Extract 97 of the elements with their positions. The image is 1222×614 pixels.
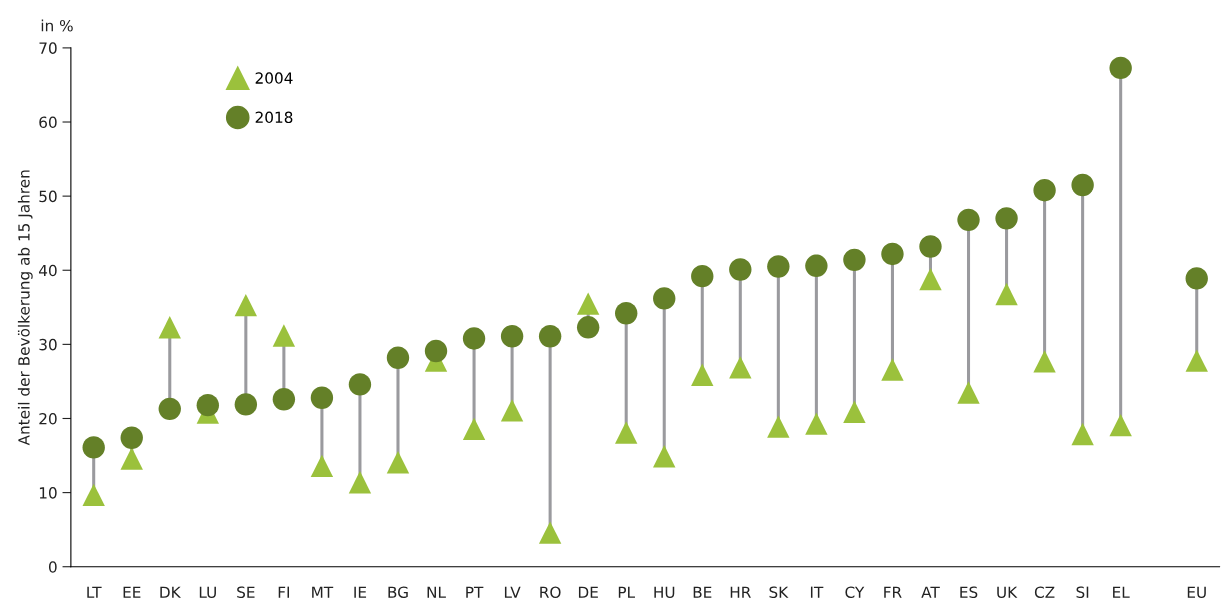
x-tick-label: SE: [237, 586, 255, 598]
x-tick-label: RO: [540, 586, 561, 598]
point: [538, 325, 562, 348]
point: [1071, 422, 1094, 446]
x-tick-label: BG: [388, 586, 408, 598]
point: [767, 415, 790, 438]
point: [82, 436, 105, 459]
point: [805, 412, 828, 435]
point: [386, 346, 410, 369]
point: [272, 388, 296, 411]
x-tick-label: IE: [354, 586, 367, 598]
y-tick-label: 60: [39, 116, 57, 129]
y-tick-label: 0: [48, 561, 57, 573]
point: [881, 358, 904, 381]
y-tick-label: 70: [39, 42, 57, 54]
x-tick-label: NL: [427, 586, 446, 598]
x-tick-label: SI: [1076, 586, 1089, 598]
point: [120, 447, 143, 470]
x-tick-label: HU: [654, 586, 675, 598]
point: [158, 316, 181, 339]
point: [995, 282, 1018, 306]
point: [1185, 349, 1208, 372]
point: [576, 316, 600, 339]
point: [576, 292, 600, 315]
point: [729, 258, 752, 281]
x-tick-label: DE: [578, 586, 598, 598]
point: [120, 426, 143, 449]
point: [957, 381, 980, 404]
x-tick-label: BE: [693, 586, 712, 598]
point: [805, 254, 828, 277]
x-tick-label: IT: [810, 586, 824, 598]
x-tick-label: PT: [466, 586, 484, 598]
point: [82, 483, 105, 507]
x-tick-label: CZ: [1034, 586, 1055, 598]
x-tick-label: EE: [123, 586, 141, 598]
point: [386, 451, 410, 474]
point: [196, 393, 219, 417]
point: [615, 421, 638, 444]
point: [1033, 350, 1056, 373]
point: [1185, 267, 1208, 290]
point: [919, 267, 942, 291]
point: [348, 471, 372, 494]
x-tick-label: DK: [160, 586, 181, 598]
legend-label: 2018: [255, 111, 293, 124]
point: [462, 327, 486, 350]
x-tick-label: MT: [312, 586, 334, 598]
point: [234, 293, 258, 317]
x-tick-label: FI: [278, 586, 290, 598]
point: [500, 325, 524, 348]
x-tick-label: FR: [884, 586, 902, 598]
point: [653, 445, 676, 468]
x-tick-label: EU: [1187, 586, 1206, 598]
point: [653, 287, 676, 310]
point: [310, 454, 334, 478]
point: [615, 302, 638, 325]
point: [843, 248, 866, 272]
y-axis-title: Anteil der Bevölkerung ab 15 Jahren: [17, 170, 33, 446]
legend-label: 2004: [255, 72, 293, 84]
point: [272, 324, 296, 347]
y-tick-label: 10: [39, 487, 57, 499]
x-tick-label: LT: [87, 586, 102, 598]
point: [500, 399, 524, 422]
point: [538, 521, 562, 544]
y-tick-label: 20: [39, 412, 57, 425]
point: [348, 373, 372, 396]
x-tick-label: HR: [730, 586, 751, 598]
x-tick-label: UK: [997, 586, 1018, 598]
point: [1109, 413, 1132, 437]
point: [462, 417, 486, 441]
point: [1071, 173, 1094, 197]
y-tick-label: 50: [39, 190, 57, 203]
point: [310, 386, 334, 409]
x-tick-label: CY: [845, 586, 865, 598]
point: [919, 235, 942, 258]
point: [729, 356, 752, 379]
text: in %: [41, 19, 73, 32]
y-tick-label: 40: [38, 264, 57, 277]
x-tick-label: LV: [504, 586, 521, 598]
x-tick-label: SK: [769, 586, 789, 598]
x-tick-label: PL: [618, 586, 635, 598]
point: [881, 242, 904, 266]
point: [957, 208, 980, 232]
y-tick-label: 30: [39, 338, 57, 351]
x-tick-label: ES: [960, 586, 978, 598]
point: [1033, 179, 1056, 202]
point: [424, 339, 448, 363]
point: [158, 397, 181, 421]
x-tick-label: AT: [921, 586, 940, 598]
point: [691, 363, 714, 386]
point: [234, 393, 258, 416]
point: [767, 255, 790, 278]
point: [1109, 56, 1132, 80]
point: [843, 400, 866, 424]
point: [691, 264, 714, 288]
point: [995, 207, 1018, 230]
x-tick-label: LU: [199, 586, 216, 598]
x-tick-label: EL: [1113, 586, 1130, 598]
